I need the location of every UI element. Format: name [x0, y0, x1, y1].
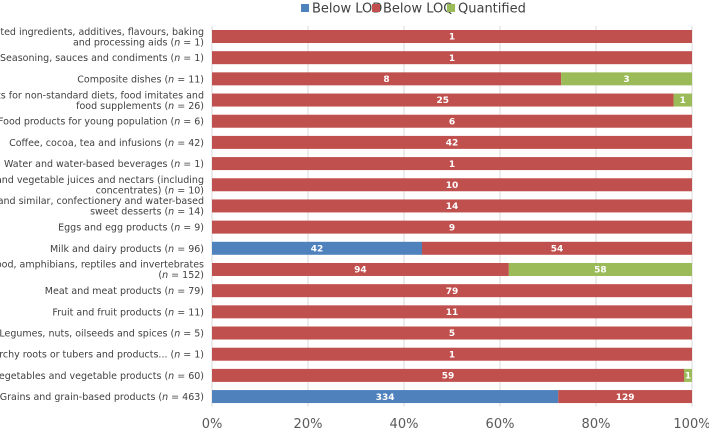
- category-label: sweet desserts (n = 14): [90, 207, 204, 218]
- x-tick-labels: 0% 20% 40% 60% 80% 100%: [202, 417, 709, 432]
- bar-segment: [212, 51, 692, 65]
- category-label: Fruit and vegetable juices and nectars (…: [0, 175, 204, 186]
- category-label: Seasoning, sauces and condiments (n = 1): [0, 53, 204, 64]
- bar-value-label: 79: [446, 287, 459, 297]
- legend-swatch: [372, 4, 380, 12]
- bar-value-label: 6: [449, 117, 455, 127]
- x-tick-label: 20%: [294, 417, 323, 432]
- bar-value-label: 58: [594, 266, 607, 276]
- bar-segment: [212, 114, 692, 128]
- category-label: Meat and meat products (n = 79): [45, 286, 204, 297]
- bar-segment: [212, 326, 692, 340]
- legend-label: Quantified: [458, 2, 526, 17]
- category-label: Sugar and similar, confectionery and wat…: [0, 196, 204, 207]
- category-label: Legumes, nuts, oilseeds and spices (n = …: [0, 329, 204, 340]
- bar-segment: [212, 72, 562, 86]
- bar-value-label: 1: [449, 33, 455, 43]
- bar-segment: [212, 220, 692, 234]
- bar-segment: [212, 157, 692, 171]
- bar-segment: [212, 241, 422, 255]
- category-label: Starchy roots or tubers and products... …: [0, 350, 204, 361]
- x-tick-label: 40%: [390, 417, 419, 432]
- bar-value-label: 94: [354, 266, 367, 276]
- bar-value-label: 59: [442, 372, 455, 382]
- bar-segment: [508, 262, 692, 276]
- bar-value-label: 42: [446, 139, 459, 149]
- bar-value-label: 1: [449, 54, 455, 64]
- bar-segment: [212, 305, 692, 319]
- bar-value-label: 5: [449, 329, 455, 339]
- legend: Below LOD Below LOQ Quantified: [301, 2, 526, 17]
- legend-label: Below LOD: [312, 2, 382, 17]
- bar-segment: [212, 178, 692, 192]
- bar-value-label: 334: [376, 393, 395, 403]
- bar-value-label: 54: [551, 245, 564, 255]
- category-label: Water and water-based beverages (n = 1): [4, 159, 204, 170]
- bar-value-label: 1: [449, 350, 455, 360]
- bar-segment: [212, 390, 559, 404]
- bar-value-label: 1: [685, 372, 691, 382]
- category-label: Composite dishes (n = 11): [77, 74, 204, 85]
- x-tick-label: 60%: [486, 417, 515, 432]
- category-label: Food products for young population (n = …: [0, 117, 204, 128]
- gridlines: [211, 26, 693, 407]
- category-label: food supplements (n = 26): [76, 101, 204, 112]
- category-label: Grains and grain-based products (n = 463…: [0, 392, 204, 403]
- x-tick-label: 0%: [202, 417, 223, 432]
- category-label: Products for non-standard diets, food im…: [0, 90, 204, 101]
- category-label: (n = 152): [158, 270, 204, 281]
- category-label: Vegetables and vegetable products (n = 6…: [0, 371, 204, 382]
- bar-value-label: 3: [623, 75, 629, 85]
- category-label: Eggs and egg products (n = 9): [58, 223, 204, 234]
- bar-segment: [558, 390, 692, 404]
- x-tick-label: 100%: [673, 417, 709, 432]
- bar-value-label: 1: [449, 160, 455, 170]
- bar-segment: [212, 30, 692, 43]
- x-tick-label: 80%: [582, 417, 611, 432]
- category-label: Milk and dairy products (n = 96): [50, 244, 204, 255]
- bar-segment: [684, 368, 692, 382]
- bar-segment: [212, 368, 684, 382]
- category-labels: Major isolated ingredients, additives, f…: [0, 27, 204, 403]
- category-label: Fish, seafood, amphibians, reptiles and …: [0, 260, 204, 271]
- category-label: Major isolated ingredients, additives, f…: [0, 27, 204, 38]
- legend-swatch: [301, 4, 309, 12]
- bar-value-label: 42: [311, 245, 324, 255]
- category-label: Fruit and fruit products (n = 11): [52, 307, 204, 318]
- bar-value-label: 9: [449, 223, 455, 233]
- bar-segment: [673, 93, 692, 107]
- bar-value-label: 1: [680, 96, 686, 106]
- bar-segment: [422, 241, 692, 255]
- legend-swatch: [447, 4, 455, 12]
- bar-segment: [212, 93, 674, 107]
- bar-value-label: 11: [446, 308, 459, 318]
- bar-value-label: 8: [383, 75, 389, 85]
- bar-segment: [212, 262, 509, 276]
- bar-segment: [212, 347, 692, 361]
- bar-value-label: 129: [616, 393, 635, 403]
- legend-label: Below LOQ: [383, 2, 454, 17]
- bar-value-label: 25: [437, 96, 450, 106]
- bar-segment: [212, 199, 692, 213]
- category-label: concentrates) (n = 10): [96, 186, 204, 197]
- bar-value-label: 10: [446, 181, 459, 191]
- bar-value-label: 14: [446, 202, 459, 212]
- category-label: and processing aids (n = 1): [73, 37, 204, 48]
- category-label: Coffee, cocoa, tea and infusions (n = 42…: [9, 138, 204, 149]
- bar-segment: [212, 284, 692, 298]
- bar-segment: [561, 72, 692, 86]
- bar-segment: [212, 135, 692, 149]
